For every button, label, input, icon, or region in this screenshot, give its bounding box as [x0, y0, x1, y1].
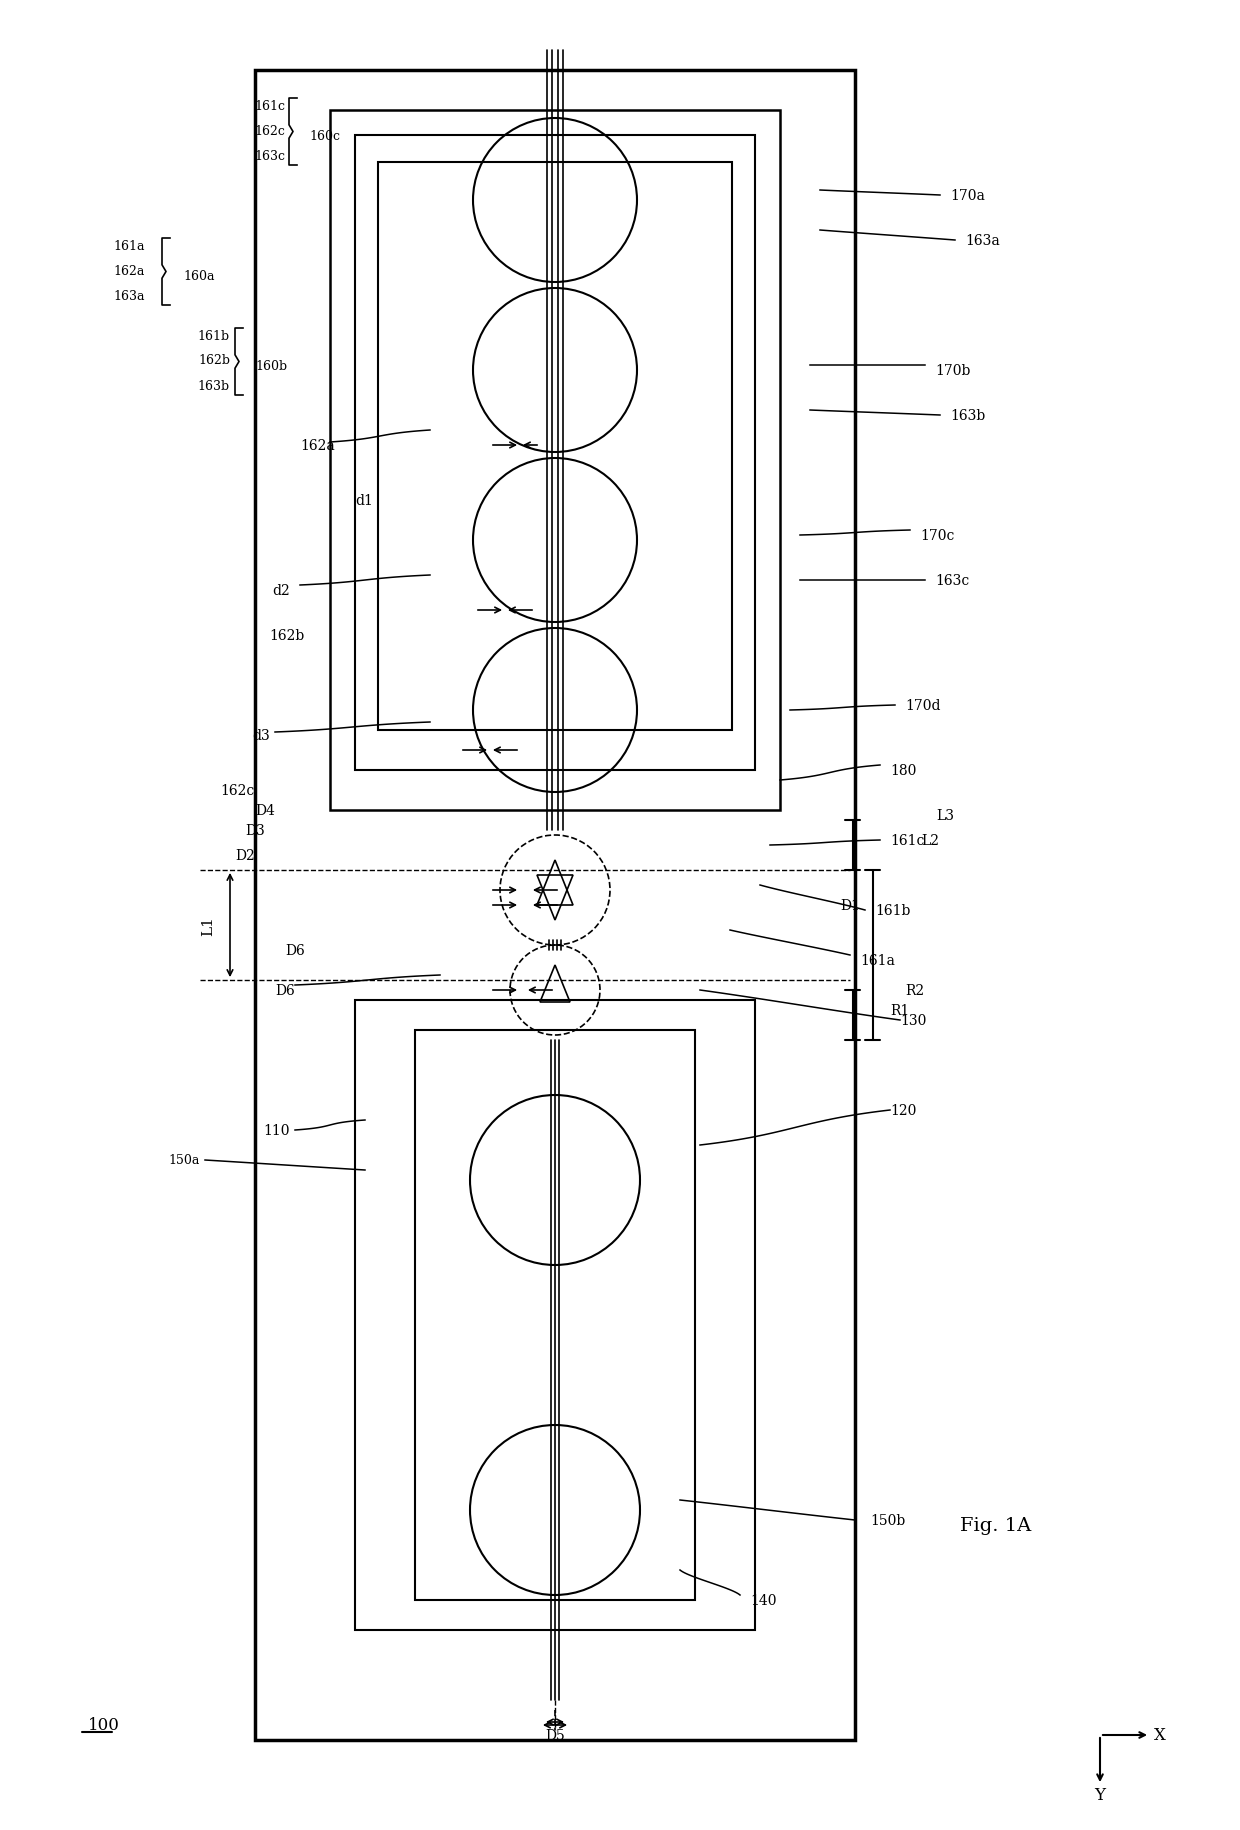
Text: 162b: 162b — [198, 355, 229, 368]
Text: 163c: 163c — [254, 150, 285, 163]
Text: 162c: 162c — [254, 124, 285, 137]
Text: 162a: 162a — [300, 439, 335, 452]
Text: L3: L3 — [936, 809, 954, 822]
Text: 100: 100 — [88, 1717, 120, 1733]
Text: 170b: 170b — [935, 364, 971, 377]
Text: D4: D4 — [255, 803, 275, 818]
Text: L2: L2 — [921, 833, 939, 847]
Text: 170c: 170c — [920, 529, 955, 544]
Text: d1: d1 — [355, 494, 373, 507]
Text: 130: 130 — [900, 1014, 926, 1027]
Text: 170d: 170d — [905, 699, 940, 712]
Text: d2: d2 — [273, 584, 290, 598]
Text: D1: D1 — [839, 899, 859, 913]
Text: X: X — [1154, 1726, 1166, 1744]
Text: L1: L1 — [201, 915, 215, 935]
Text: 150b: 150b — [870, 1513, 905, 1528]
Bar — [378, 163, 732, 730]
Text: Y: Y — [1095, 1786, 1106, 1804]
Text: 160c: 160c — [309, 130, 340, 143]
Text: 163a: 163a — [965, 234, 999, 247]
Text: R2: R2 — [905, 983, 925, 997]
Bar — [255, 71, 856, 1740]
Text: 162b: 162b — [270, 630, 305, 642]
Text: 160a: 160a — [184, 269, 215, 282]
Text: d3: d3 — [252, 728, 270, 743]
Text: 180: 180 — [890, 763, 916, 778]
Text: 150a: 150a — [169, 1155, 200, 1168]
Text: 120: 120 — [890, 1103, 916, 1118]
Text: 163a: 163a — [114, 289, 145, 302]
Text: 162c: 162c — [221, 783, 255, 798]
Text: 140: 140 — [750, 1594, 776, 1607]
Text: 161a: 161a — [114, 240, 145, 253]
Text: 161a: 161a — [861, 953, 895, 968]
Text: 160b: 160b — [255, 359, 288, 371]
Text: 161b: 161b — [198, 329, 229, 342]
Bar — [355, 1001, 755, 1631]
Text: D2: D2 — [236, 849, 255, 862]
Text: 110: 110 — [264, 1124, 290, 1138]
Text: 170a: 170a — [950, 188, 985, 203]
Bar — [355, 135, 755, 770]
Text: 161c: 161c — [254, 99, 285, 112]
Bar — [330, 112, 780, 811]
Text: R1: R1 — [890, 1003, 910, 1017]
Text: D5: D5 — [546, 1728, 565, 1742]
Text: 163b: 163b — [198, 379, 229, 392]
Text: D6: D6 — [285, 944, 305, 957]
Text: 162a: 162a — [114, 264, 145, 278]
Text: 161c: 161c — [890, 833, 924, 847]
Text: 161b: 161b — [875, 904, 910, 917]
Bar — [415, 1030, 694, 1599]
Text: D3: D3 — [246, 824, 265, 838]
Text: Fig. 1A: Fig. 1A — [960, 1517, 1032, 1534]
Text: 163c: 163c — [935, 573, 970, 587]
Text: 163b: 163b — [950, 408, 986, 423]
Text: D6: D6 — [275, 983, 295, 997]
